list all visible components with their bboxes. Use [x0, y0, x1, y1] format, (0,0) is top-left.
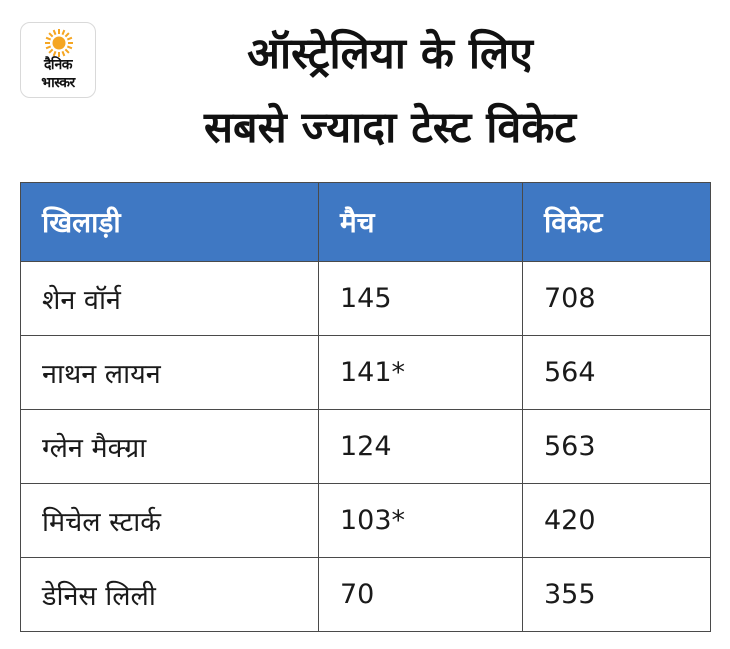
- wickets-cell: 420: [522, 483, 711, 558]
- dainik-bhaskar-logo: दैनिक भास्कर: [20, 22, 96, 98]
- logo-text-line2: भास्कर: [41, 75, 75, 91]
- table-row: मिचेल स्टार्क 103* 420: [20, 483, 711, 558]
- chart-title-line1: ऑस्ट्रेलिया के लिए: [247, 29, 533, 79]
- sun-icon: [45, 29, 73, 57]
- matches-cell: 124: [318, 409, 523, 484]
- matches-cell: 70: [318, 557, 523, 632]
- table-row: डेनिस लिली 70 355: [20, 557, 711, 632]
- chart-title-line2: सबसे ज्यादा टेस्ट विकेट: [203, 103, 577, 153]
- wickets-cell: 564: [522, 335, 711, 410]
- player-cell: मिचेल स्टार्क: [20, 483, 319, 558]
- column-header-player: खिलाड़ी: [20, 182, 319, 262]
- table-row: शेन वॉर्न 145 708: [20, 261, 711, 336]
- logo-text-line1: दैनिक: [43, 57, 73, 73]
- wickets-table: खिलाड़ी मैच विकेट शेन वॉर्न 145 708 नाथन…: [20, 182, 711, 632]
- player-cell: डेनिस लिली: [20, 557, 319, 632]
- table-row: नाथन लायन 141* 564: [20, 335, 711, 410]
- column-header-matches: मैच: [318, 182, 523, 262]
- player-cell: शेन वॉर्न: [20, 261, 319, 336]
- matches-cell: 141*: [318, 335, 523, 410]
- player-cell: नाथन लायन: [20, 335, 319, 410]
- column-header-wickets: विकेट: [522, 182, 711, 262]
- table-header-row: खिलाड़ी मैच विकेट: [20, 182, 711, 262]
- wickets-cell: 563: [522, 409, 711, 484]
- matches-cell: 103*: [318, 483, 523, 558]
- player-cell: ग्लेन मैक्ग्रा: [20, 409, 319, 484]
- table-row: ग्लेन मैक्ग्रा 124 563: [20, 409, 711, 484]
- matches-cell: 145: [318, 261, 523, 336]
- wickets-cell: 355: [522, 557, 711, 632]
- wickets-cell: 708: [522, 261, 711, 336]
